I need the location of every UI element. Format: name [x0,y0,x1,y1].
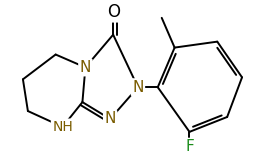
Text: N: N [132,80,144,95]
Text: N: N [80,60,91,75]
Text: O: O [107,3,120,21]
Text: NH: NH [52,120,73,134]
Text: N: N [104,112,116,127]
Text: F: F [185,139,194,154]
